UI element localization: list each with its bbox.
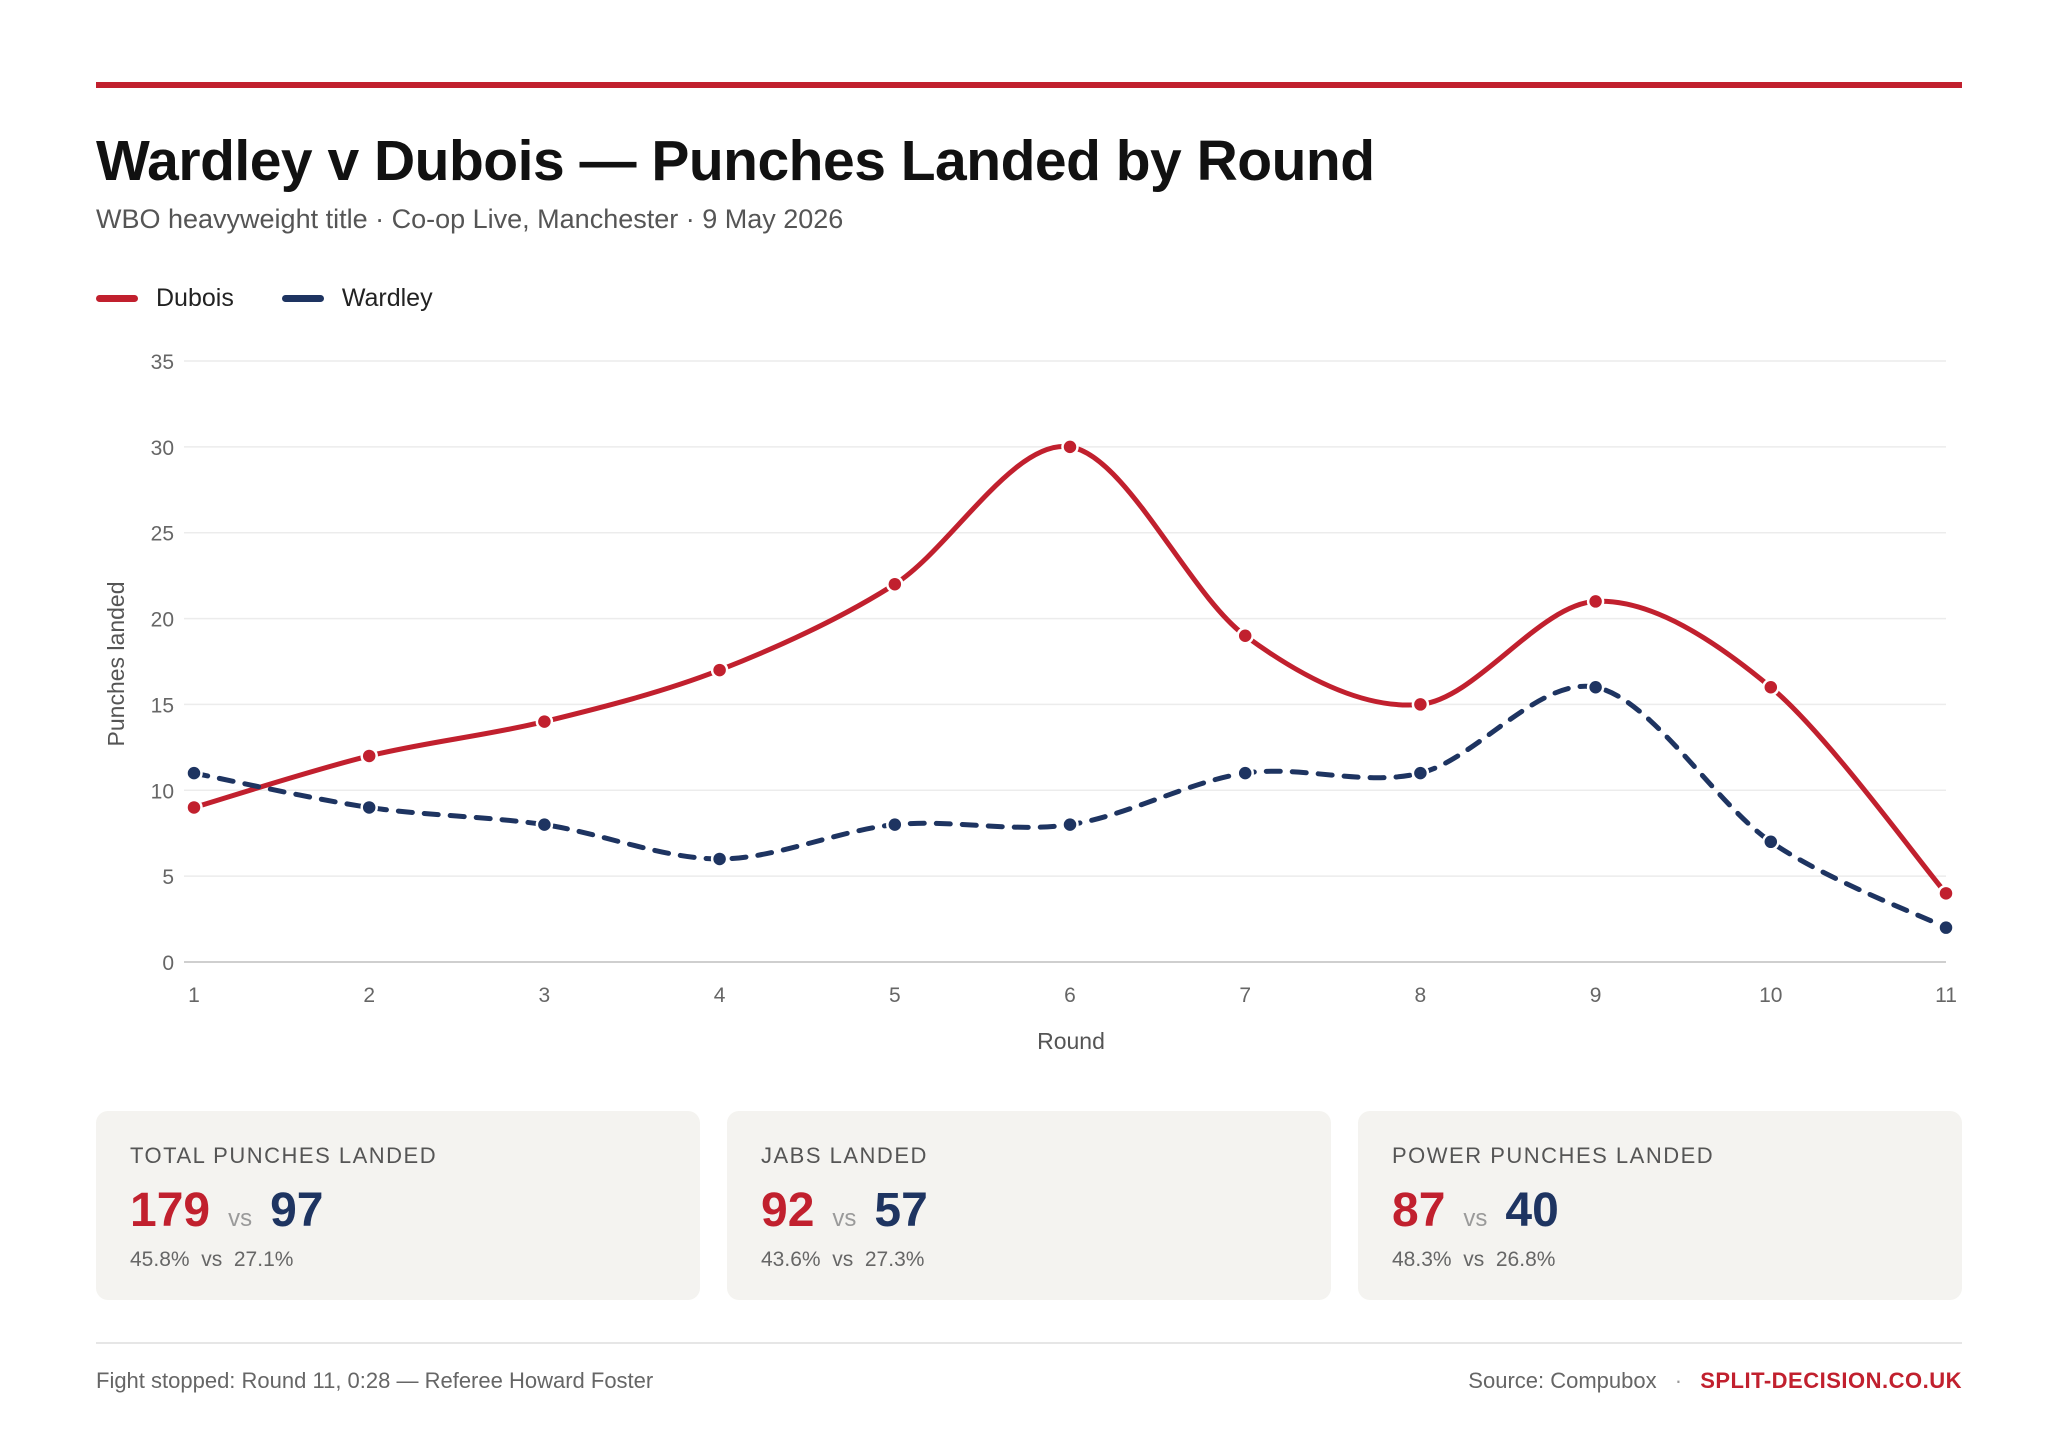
x-tick-label: 6: [1064, 984, 1076, 1007]
y-tick-label: 20: [151, 609, 174, 632]
x-tick-label: 1: [188, 984, 200, 1007]
stat-percentages: 45.8% vs 27.1%: [130, 1248, 294, 1271]
chart-legend: Dubois Wardley: [96, 284, 481, 313]
data-point-dubois: [1411, 695, 1430, 714]
data-point-dubois: [1937, 884, 1955, 903]
page-subtitle: WBO heavyweight title · Co-op Live, Manc…: [96, 204, 844, 234]
footer-credits: Source: Compubox · SPLIT-DECISION.CO.UK: [1468, 1368, 1962, 1394]
x-tick-label: 5: [889, 984, 901, 1007]
data-point-wardley: [1586, 678, 1605, 697]
data-point-dubois: [1762, 678, 1780, 697]
y-tick-label: 5: [162, 866, 174, 889]
y-tick-label: 15: [151, 694, 174, 717]
chart-series: [185, 438, 1955, 937]
chart-gridlines: [184, 360, 1946, 963]
x-tick-label: 11: [1935, 984, 1957, 1007]
stat-values: 87 vs 40: [1392, 1183, 1928, 1238]
stat-vs: vs: [832, 1205, 857, 1232]
stat-value-dubois: 179: [130, 1184, 211, 1237]
stat-value-wardley: 57: [874, 1184, 928, 1237]
y-tick-label: 10: [151, 780, 174, 803]
series-line-dubois: [191, 444, 1949, 896]
stat-label: JABS LANDED: [761, 1143, 928, 1168]
y-tick-label: 35: [151, 351, 174, 374]
data-point-wardley: [1236, 764, 1254, 782]
legend-swatch-dubois: [96, 295, 138, 302]
stat-cards: TOTAL PUNCHES LANDED 179 vs 97 45.8% vs …: [96, 1111, 1962, 1300]
data-point-wardley: [360, 798, 378, 817]
data-point-dubois: [1061, 438, 1079, 456]
stat-vs: vs: [1463, 1205, 1488, 1232]
stat-card-power: POWER PUNCHES LANDED 87 vs 40 48.3% vs 2…: [1358, 1111, 1962, 1300]
data-point-wardley: [710, 850, 729, 868]
stat-percentages: 43.6% vs 27.3%: [761, 1248, 925, 1271]
data-point-dubois: [185, 798, 203, 817]
chart-axes: 0 5 10 15 20 25 30 35 1 2 3 4 5 6 7 8 9 10 11: [151, 351, 1957, 1007]
legend-item-dubois: Dubois: [96, 284, 234, 313]
series-line-wardley: [191, 683, 1949, 931]
stat-label: POWER PUNCHES LANDED: [1392, 1143, 1715, 1168]
x-tick-label: 3: [539, 984, 551, 1007]
x-tick-label: 4: [714, 984, 726, 1007]
data-point-dubois: [535, 712, 554, 731]
legend-label-dubois: Dubois: [156, 284, 234, 312]
footer-source: Source: Compubox: [1468, 1368, 1657, 1393]
stat-vs: vs: [228, 1205, 253, 1232]
stat-percentages: 48.3% vs 26.8%: [1392, 1248, 1556, 1271]
x-axis-label: Round: [1037, 1028, 1105, 1054]
data-point-wardley: [535, 815, 554, 834]
data-point-dubois: [1586, 592, 1605, 611]
data-point-dubois: [360, 747, 378, 765]
data-point-wardley: [185, 764, 203, 782]
stat-label: TOTAL PUNCHES LANDED: [130, 1143, 438, 1168]
x-tick-label: 2: [363, 984, 375, 1007]
data-point-dubois: [1236, 626, 1254, 645]
footer-note: Fight stopped: Round 11, 0:28 — Referee …: [96, 1368, 654, 1393]
footer-divider: [96, 1342, 1962, 1344]
x-tick-label: 8: [1415, 984, 1427, 1007]
x-tick-label: 9: [1590, 984, 1602, 1007]
y-axis-label: Punches landed: [103, 582, 129, 747]
stat-values: 92 vs 57: [761, 1183, 1297, 1238]
stat-value-wardley: 97: [270, 1184, 324, 1237]
stat-value-dubois: 92: [761, 1184, 815, 1237]
top-accent-bar: [96, 82, 1962, 88]
stat-value-wardley: 40: [1505, 1184, 1559, 1237]
stat-value-dubois: 87: [1392, 1184, 1446, 1237]
legend-label-wardley: Wardley: [341, 284, 433, 312]
legend-swatch-wardley: [281, 295, 324, 302]
y-tick-label: 0: [162, 952, 174, 975]
data-point-dubois: [886, 575, 904, 593]
stat-values: 179 vs 97: [130, 1183, 666, 1238]
x-tick-label: 7: [1239, 984, 1251, 1007]
y-tick-label: 30: [151, 437, 174, 460]
footer-separator: ·: [1674, 1368, 1683, 1393]
y-tick-label: 25: [151, 523, 174, 546]
page-title: Wardley v Dubois — Punches Landed by Rou…: [96, 129, 1375, 193]
x-tick-label: 10: [1759, 984, 1782, 1007]
data-point-wardley: [886, 815, 904, 834]
legend-item-wardley: Wardley: [281, 284, 433, 313]
stat-card-total: TOTAL PUNCHES LANDED 179 vs 97 45.8% vs …: [96, 1111, 700, 1300]
data-point-dubois: [710, 661, 729, 679]
data-point-wardley: [1411, 764, 1430, 782]
stat-card-jabs: JABS LANDED 92 vs 57 43.6% vs 27.3%: [727, 1111, 1331, 1300]
data-point-wardley: [1061, 815, 1079, 834]
footer-brand-link[interactable]: SPLIT-DECISION.CO.UK: [1700, 1368, 1962, 1393]
data-point-wardley: [1762, 833, 1780, 851]
data-point-wardley: [1937, 918, 1955, 937]
